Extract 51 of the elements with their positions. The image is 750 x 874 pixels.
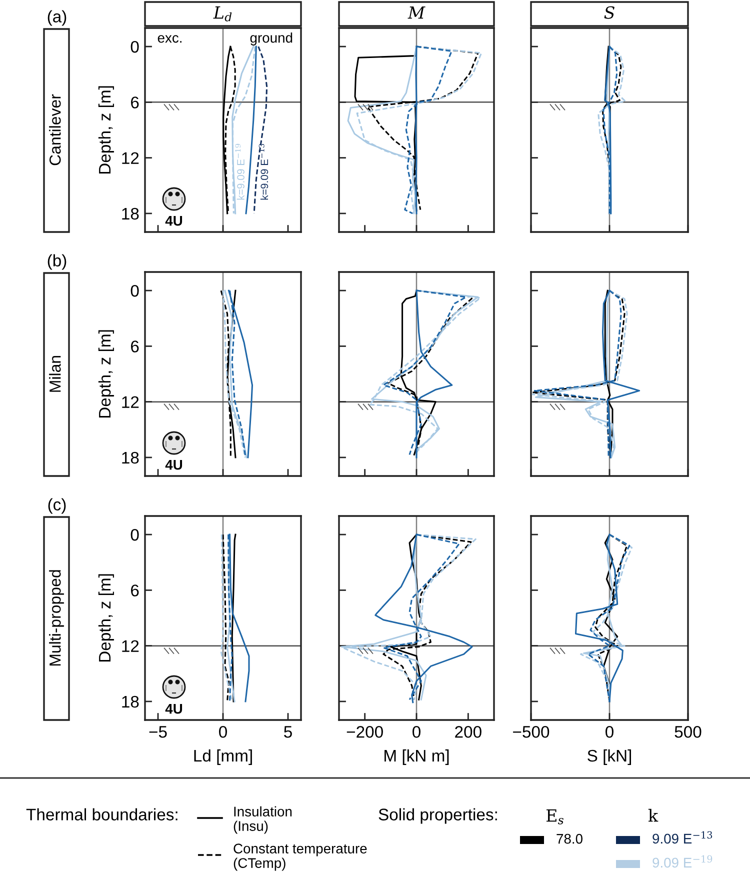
y-tick-label: 6: [131, 584, 139, 596]
y-tick-label: 18: [122, 452, 139, 464]
legend-label: Constant temperature (CTemp): [234, 844, 367, 871]
x-tick-label: 500: [674, 726, 702, 738]
y-tick-label: 12: [122, 640, 139, 652]
y-tick-label: 18: [122, 696, 139, 708]
annotation: 4U: [165, 460, 182, 470]
x-axis-title: Ld [mm]: [194, 749, 252, 765]
x-tick-label: 5: [284, 726, 292, 738]
text: Solid properties:: [378, 808, 497, 824]
legend-label: 9.09 E$^{−19}$: [652, 855, 712, 868]
x-tick-label: 200: [455, 726, 482, 738]
y-tick-label: 6: [131, 96, 139, 108]
legend-title: k: [648, 808, 658, 822]
legend-label: 78.0: [556, 834, 582, 844]
chart-title: S: [604, 6, 614, 19]
x-tick-label: −200: [346, 726, 383, 738]
annotation: exc.: [158, 35, 182, 43]
text: k=9.09 E$^{−19}$: [235, 144, 244, 200]
y-axis-title: Depth, z [m]: [98, 330, 114, 418]
x-tick-label: −500: [513, 726, 550, 738]
text: Multi-propped: [49, 570, 64, 666]
y-tick-label: 6: [131, 340, 139, 352]
annotation: ground: [250, 32, 292, 46]
x-axis-title: S [kN]: [588, 749, 631, 765]
legend-label: 9.09 E$^{−13}$: [652, 831, 712, 844]
text: (b): [48, 254, 66, 270]
y-tick-label: 0: [130, 284, 139, 297]
y-tick-label: 18: [122, 208, 139, 220]
chart-title: L$_{d}$: [213, 6, 232, 22]
text: (a): [48, 10, 66, 26]
y-tick-label: 12: [122, 396, 139, 408]
chart-title: M: [408, 6, 426, 19]
text: (c): [48, 498, 66, 514]
y-axis-title: Depth, z [m]: [98, 86, 114, 174]
x-tick-label: 0: [606, 726, 614, 738]
text: Milan: [49, 356, 61, 392]
y-tick-label: 0: [130, 40, 139, 53]
x-tick-label: −5: [149, 726, 167, 738]
text: Thermal boundaries:: [26, 808, 178, 820]
annotation: 4U: [165, 216, 182, 226]
y-axis-title: Depth, z [m]: [98, 574, 114, 662]
x-tick-label: 0: [219, 726, 227, 738]
legend-label: Insulation (Insu): [234, 806, 292, 834]
x-tick-label: 0: [412, 726, 420, 738]
y-tick-label: 0: [130, 528, 139, 541]
y-tick-label: 12: [122, 152, 139, 164]
annotation: 4U: [165, 704, 182, 714]
x-axis-title: M [kN m]: [384, 749, 449, 765]
text: Cantilever: [49, 94, 61, 166]
legend-title: E$_{s}$: [546, 809, 564, 824]
